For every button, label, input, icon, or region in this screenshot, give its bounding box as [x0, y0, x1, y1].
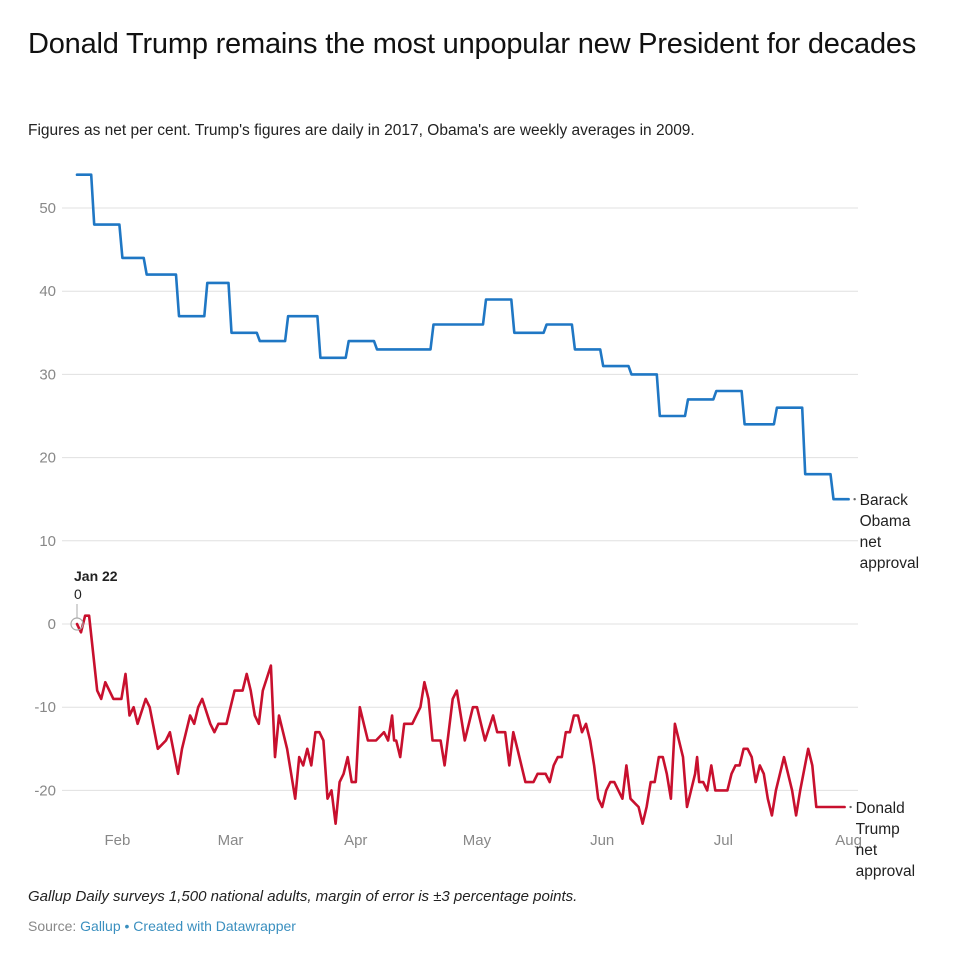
- annotation-layer: Jan 22 0: [70, 568, 118, 631]
- series-label-line: approval: [856, 863, 915, 880]
- y-tick-label: 40: [39, 283, 56, 300]
- annotation-value: 0: [74, 586, 82, 602]
- x-tick-label: Jul: [714, 832, 733, 849]
- series-label-layer: Barack Obama net approval Donald Trump net appr…: [849, 492, 919, 880]
- y-tick-label: 10: [39, 533, 56, 550]
- y-tick-label: 50: [39, 200, 56, 217]
- trump-series-label: Donald Trump net approval: [856, 800, 915, 880]
- source-separator: •: [120, 918, 134, 934]
- series-end-dot: [853, 498, 856, 501]
- chart-subtitle: Figures as net per cent. Trump's figures…: [28, 122, 695, 139]
- x-tick-label: Jun: [590, 832, 614, 849]
- trump-line: [75, 614, 846, 825]
- chart-title: Donald Trump remains the most unpopular …: [28, 28, 917, 60]
- y-axis: 50 40 30 20 10 0 -10 -20: [34, 200, 56, 799]
- y-tick-label: 30: [39, 366, 56, 383]
- y-tick-label: 0: [48, 616, 56, 633]
- source-prefix: Source:: [28, 918, 81, 934]
- series-layer: [75, 173, 850, 825]
- series-label-line: net: [856, 842, 878, 859]
- x-tick-label: Aug: [835, 832, 862, 849]
- chart-notes: Gallup Daily surveys 1,500 national adul…: [28, 888, 578, 905]
- series-label-line: Obama: [860, 513, 911, 530]
- y-tick-label: -20: [34, 782, 56, 799]
- y-tick-label: 20: [39, 450, 56, 467]
- chart-source: Source: Gallup • Created with Datawrappe…: [28, 918, 296, 934]
- x-axis: Feb Mar Apr May Jun Jul Aug: [104, 832, 862, 849]
- x-tick-label: Apr: [344, 832, 367, 849]
- series-label-line: Trump: [856, 821, 900, 838]
- series-end-dot: [849, 805, 852, 809]
- series-label-line: approval: [860, 555, 919, 572]
- source-link-gallup[interactable]: Gallup: [80, 918, 121, 934]
- x-tick-label: Feb: [104, 832, 130, 849]
- x-tick-label: Mar: [218, 832, 244, 849]
- annotation-date: Jan 22: [74, 568, 118, 584]
- series-label-line: Barack: [860, 492, 908, 509]
- x-tick-label: May: [463, 832, 492, 849]
- series-label-line: Donald: [856, 800, 905, 817]
- datawrapper-credit-link[interactable]: Created with Datawrapper: [133, 918, 296, 934]
- obama-line: [75, 173, 850, 501]
- y-tick-label: -10: [34, 699, 56, 716]
- series-label-line: net: [860, 534, 882, 551]
- obama-series-label: Barack Obama net approval: [860, 492, 919, 572]
